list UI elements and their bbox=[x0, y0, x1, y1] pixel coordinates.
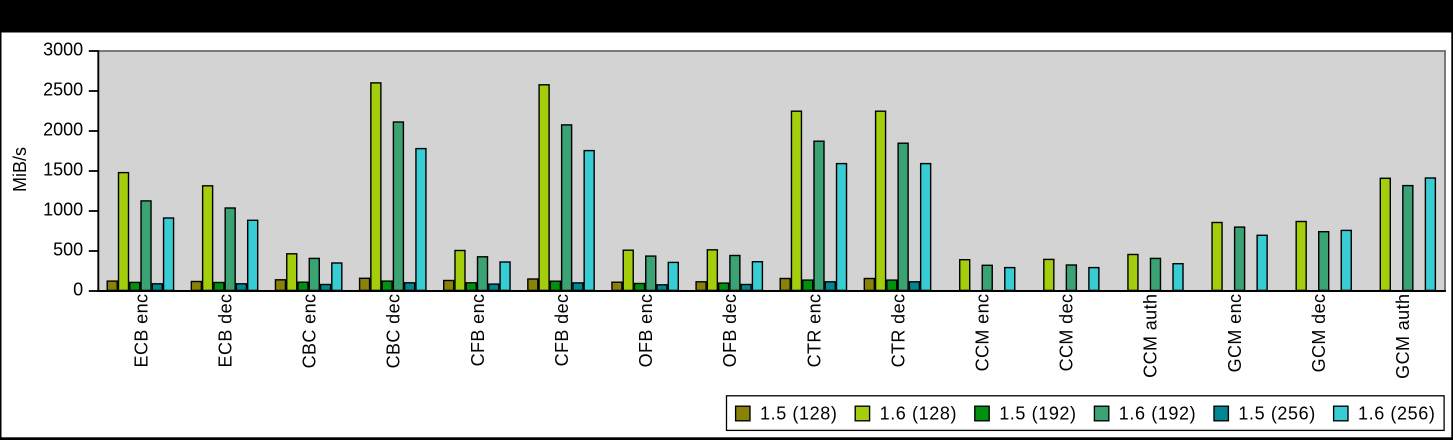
svg-text:1.6 (128): 1.6 (128) bbox=[880, 404, 957, 424]
svg-text:3000: 3000 bbox=[43, 39, 83, 59]
svg-text:1000: 1000 bbox=[43, 199, 83, 219]
svg-text:CFB enc: CFB enc bbox=[468, 294, 488, 367]
svg-text:1.5 (192): 1.5 (192) bbox=[999, 404, 1076, 424]
svg-text:1.5 (128): 1.5 (128) bbox=[760, 404, 837, 424]
svg-text:CBC dec: CBC dec bbox=[384, 294, 404, 369]
svg-text:MiB/s: MiB/s bbox=[10, 147, 30, 192]
svg-text:2000: 2000 bbox=[43, 119, 83, 139]
svg-text:CCM enc: CCM enc bbox=[973, 294, 993, 372]
svg-text:GCM auth: GCM auth bbox=[1393, 294, 1413, 379]
svg-text:CFB dec: CFB dec bbox=[552, 294, 572, 367]
svg-text:CTR dec: CTR dec bbox=[888, 294, 908, 368]
svg-text:ECB dec: ECB dec bbox=[215, 294, 235, 368]
svg-text:1500: 1500 bbox=[43, 159, 83, 179]
svg-text:1.5 (256): 1.5 (256) bbox=[1238, 404, 1315, 424]
svg-text:GCM dec: GCM dec bbox=[1309, 294, 1329, 373]
svg-text:1.6 (256): 1.6 (256) bbox=[1358, 404, 1435, 424]
svg-text:CTR enc: CTR enc bbox=[804, 294, 824, 368]
svg-text:OFB dec: OFB dec bbox=[720, 294, 740, 368]
svg-text:CBC enc: CBC enc bbox=[300, 294, 320, 369]
svg-text:1.6 (192): 1.6 (192) bbox=[1119, 404, 1196, 424]
svg-text:GCM enc: GCM enc bbox=[1225, 294, 1245, 373]
svg-text:500: 500 bbox=[53, 239, 83, 259]
svg-text:ECB enc: ECB enc bbox=[131, 294, 151, 368]
svg-text:CCM dec: CCM dec bbox=[1057, 294, 1077, 372]
svg-text:2500: 2500 bbox=[43, 79, 83, 99]
svg-text:CCM auth: CCM auth bbox=[1141, 294, 1161, 378]
svg-text:0: 0 bbox=[73, 279, 83, 299]
svg-text:OFB enc: OFB enc bbox=[636, 294, 656, 368]
